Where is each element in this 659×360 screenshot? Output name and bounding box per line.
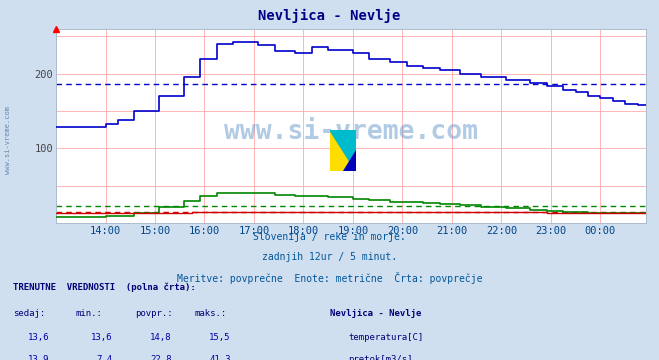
Text: Nevljica - Nevlje: Nevljica - Nevlje	[258, 9, 401, 23]
Text: 15,5: 15,5	[209, 333, 231, 342]
Text: povpr.:: povpr.:	[135, 309, 173, 318]
Text: min.:: min.:	[76, 309, 103, 318]
Text: 7,4: 7,4	[96, 355, 112, 360]
Text: temperatura[C]: temperatura[C]	[348, 333, 423, 342]
Text: www.si-vreme.com: www.si-vreme.com	[224, 119, 478, 145]
Text: TRENUTNE  VREDNOSTI  (polna črta):: TRENUTNE VREDNOSTI (polna črta):	[13, 283, 196, 292]
Text: 41,3: 41,3	[209, 355, 231, 360]
Text: www.si-vreme.com: www.si-vreme.com	[5, 107, 11, 174]
Text: 13,6: 13,6	[90, 333, 112, 342]
Text: pretok[m3/s]: pretok[m3/s]	[348, 355, 413, 360]
Text: 13,9: 13,9	[28, 355, 49, 360]
Text: maks.:: maks.:	[194, 309, 227, 318]
Text: sedaj:: sedaj:	[13, 309, 45, 318]
Text: Slovenija / reke in morje.: Slovenija / reke in morje.	[253, 232, 406, 242]
Polygon shape	[330, 130, 356, 171]
Text: 13,6: 13,6	[28, 333, 49, 342]
Text: 22,8: 22,8	[150, 355, 171, 360]
Text: Meritve: povprečne  Enote: metrične  Črta: povprečje: Meritve: povprečne Enote: metrične Črta:…	[177, 272, 482, 284]
Text: Nevljica - Nevlje: Nevljica - Nevlje	[330, 309, 421, 318]
Text: zadnjih 12ur / 5 minut.: zadnjih 12ur / 5 minut.	[262, 252, 397, 262]
Text: 14,8: 14,8	[150, 333, 171, 342]
Polygon shape	[343, 150, 356, 171]
